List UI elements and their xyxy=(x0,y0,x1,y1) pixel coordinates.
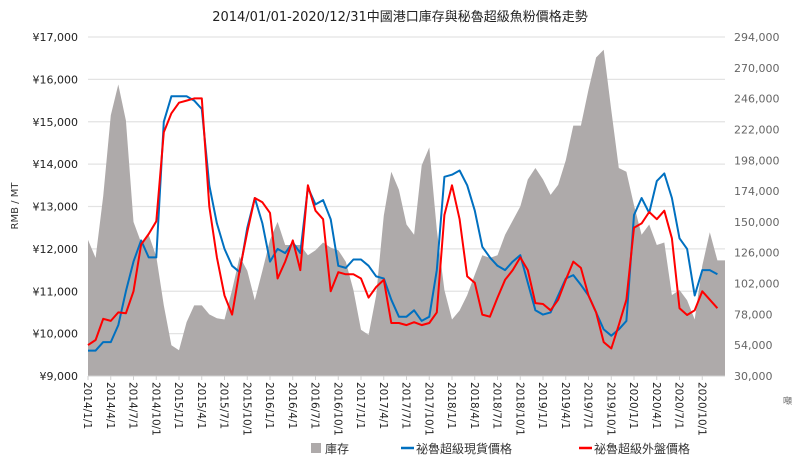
x-tick-label: 2019/7/1 xyxy=(582,382,594,429)
y2-tick-label: 54,000 xyxy=(734,339,773,352)
y2-tick-label: 126,000 xyxy=(734,247,780,260)
x-tick-label: 2015/1/1 xyxy=(172,382,184,429)
y-tick-label: ¥14,000 xyxy=(33,158,79,171)
y-tick-label: ¥15,000 xyxy=(33,116,79,129)
x-tick-label: 2017/7/1 xyxy=(400,382,412,429)
x-tick-label: 2020/4/1 xyxy=(650,382,662,429)
y-tick-label: ¥10,000 xyxy=(33,328,79,341)
legend-label-spot: 祕魯超級現貨價格 xyxy=(416,441,512,456)
cnf-price-line xyxy=(87,97,719,350)
y2-tick-label: 150,000 xyxy=(734,216,780,229)
y2-tick-label: 222,000 xyxy=(734,123,780,136)
x-tick-label: 2018/10/1 xyxy=(513,382,525,436)
x-axis: 2014/1/1 2014/4/1 2014/7/1 2014/10/1 2015/1/… xyxy=(81,375,725,436)
y2-tick-label: 174,000 xyxy=(734,185,780,198)
x-tick-label: 2020/7/1 xyxy=(673,382,685,429)
x-tick-label: 2016/1/1 xyxy=(263,382,275,429)
x-tick-label: 2016/4/1 xyxy=(286,382,298,429)
x-tick-label: 2016/10/1 xyxy=(331,382,343,436)
price-lines-layer xyxy=(87,95,719,352)
x-tick-label: 2015/4/1 xyxy=(195,382,207,429)
inventory-area-layer xyxy=(88,49,725,377)
x-tick-label: 2017/1/1 xyxy=(354,382,366,429)
y-tick-label: ¥13,000 xyxy=(33,201,79,214)
x-tick-label: 2015/7/1 xyxy=(218,382,230,429)
y2-tick-label: 246,000 xyxy=(734,93,780,106)
legend-label-inventory: 庫存 xyxy=(325,442,349,456)
y-tick-label: ¥16,000 xyxy=(33,73,79,86)
x-tick-label: 2014/7/1 xyxy=(127,382,139,429)
x-tick-label: 2019/10/1 xyxy=(604,382,616,436)
x-tick-label: 2014/1/1 xyxy=(81,382,93,429)
x-tick-label: 2018/1/1 xyxy=(445,382,457,429)
spot-price-line xyxy=(88,95,718,352)
y2-tick-label: 198,000 xyxy=(734,154,780,167)
x-tick-label: 2017/4/1 xyxy=(377,382,389,429)
x-tick-label: 2020/10/1 xyxy=(695,382,707,436)
y2-tick-label: 30,000 xyxy=(734,370,773,383)
y-axis-right: 30,000 54,000 78,000 102,000 126,000 150,000 1… xyxy=(734,31,780,383)
y-axis-title: RMB / MT xyxy=(10,182,21,230)
y2-tick-label: 294,000 xyxy=(734,31,780,44)
y-tick-label: ¥17,000 xyxy=(33,31,79,44)
legend: 庫存 祕魯超級現貨價格 祕魯超級外盤價格 xyxy=(311,441,690,456)
legend-label-cnf: 祕魯超級外盤價格 xyxy=(594,441,690,456)
y-tick-label: ¥9,000 xyxy=(40,370,79,383)
y-tick-label: ¥12,000 xyxy=(33,243,79,256)
x-tick-label: 2018/4/1 xyxy=(468,382,480,429)
x-tick-label: 2018/7/1 xyxy=(491,382,503,429)
x-tick-label: 2019/1/1 xyxy=(536,382,548,429)
y2-tick-label: 270,000 xyxy=(734,62,780,75)
x-tick-label: 2015/10/1 xyxy=(240,382,252,436)
x-tick-label: 2014/4/1 xyxy=(104,382,116,429)
x-tick-label: 2016/7/1 xyxy=(309,382,321,429)
x-tick-label: 2020/1/1 xyxy=(627,382,639,429)
y-axis-left: ¥9,000 ¥10,000 ¥11,000 ¥12,000 ¥13,000 ¥14,00… xyxy=(33,31,79,383)
legend-swatch-inventory xyxy=(311,443,321,453)
y2-axis-unit: 噸 xyxy=(783,395,792,407)
x-tick-label: 2014/10/1 xyxy=(149,382,161,436)
x-tick-label: 2019/4/1 xyxy=(559,382,571,429)
inventory-area xyxy=(88,49,725,377)
y-tick-label: ¥11,000 xyxy=(33,285,79,298)
chart-title: 2014/01/01-2020/12/31中國港口庫存與秘魯超級魚粉價格走勢 xyxy=(212,9,588,25)
y2-tick-label: 102,000 xyxy=(734,278,780,291)
x-tick-label: 2017/10/1 xyxy=(422,382,434,436)
y2-tick-label: 78,000 xyxy=(734,308,773,321)
